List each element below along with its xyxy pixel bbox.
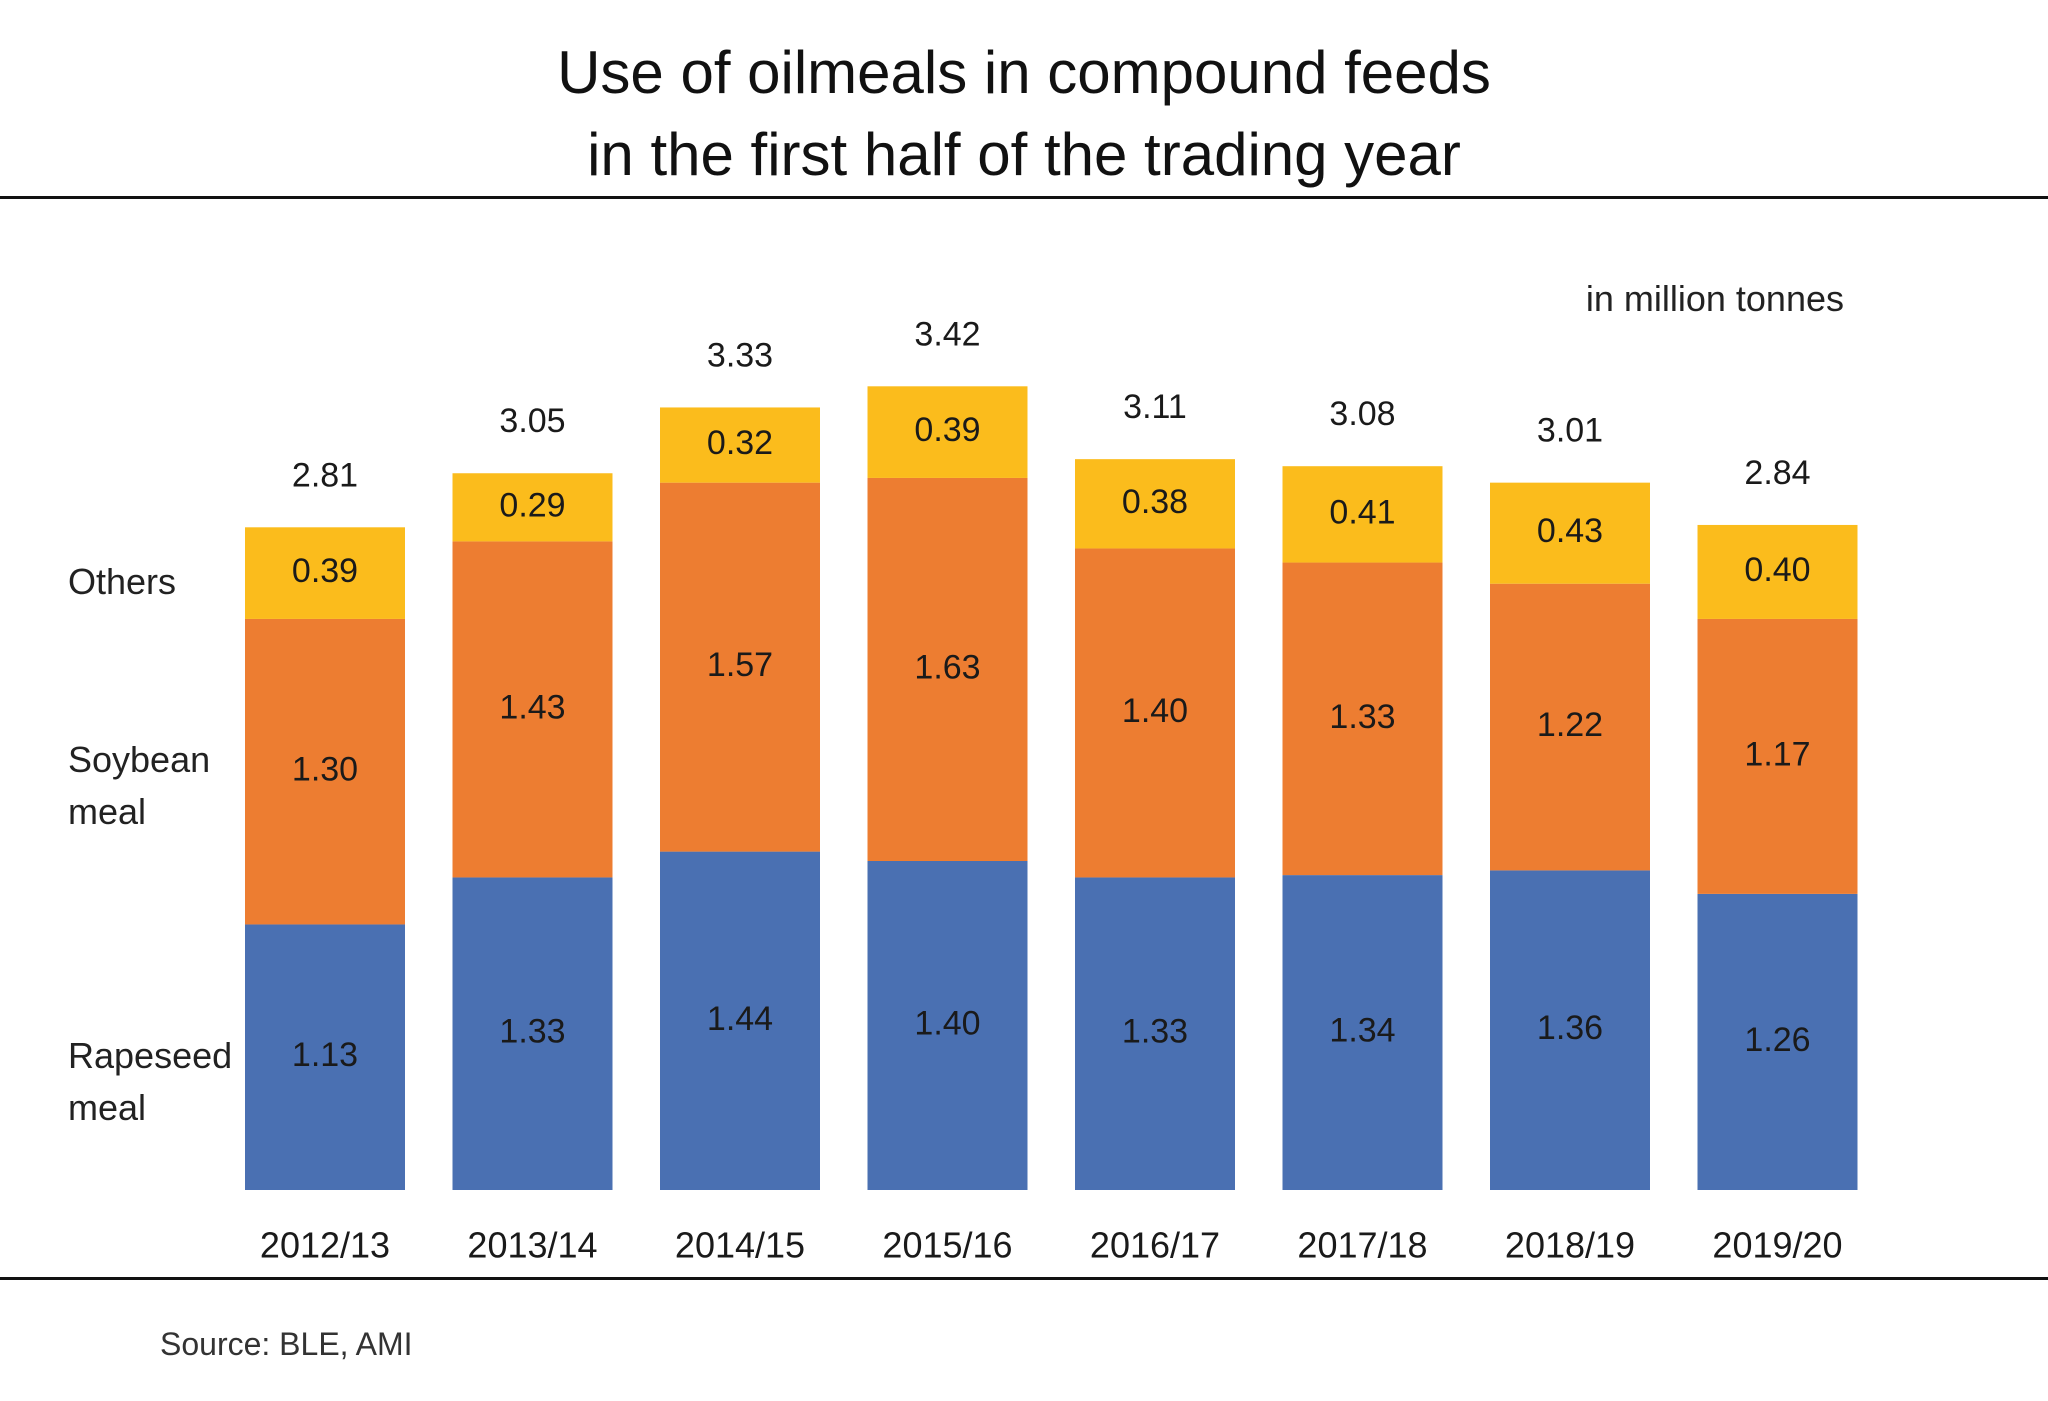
total-label-2016-17: 3.11: [1123, 388, 1187, 426]
bar-rapeseed-meal-2015-16: [867, 861, 1028, 1190]
bar-rapeseed-meal-2014-15: [660, 851, 820, 1190]
total-label-2017-18: 3.08: [1329, 395, 1395, 433]
data-label-rapeseed-meal-2012-13: 1.13: [292, 1036, 358, 1074]
data-label-soybean-meal-2013-14: 1.43: [499, 688, 565, 726]
bar-soybean-meal-2013-14: [452, 541, 613, 878]
bar-others-2012-13: [245, 527, 405, 619]
data-label-soybean-meal-2017-18: 1.33: [1329, 698, 1395, 736]
data-label-rapeseed-meal-2014-15: 1.44: [707, 1000, 773, 1038]
bar-soybean-meal-2015-16: [867, 477, 1028, 861]
chart-title-line-1: Use of oilmeals in compound feeds: [557, 39, 1491, 106]
data-label-soybean-meal-2015-16: 1.63: [914, 648, 980, 686]
bar-soybean-meal-2012-13: [245, 618, 405, 925]
x-tick-label-2013-14: 2013/14: [467, 1225, 597, 1266]
total-label-2018-19: 3.01: [1537, 412, 1603, 450]
bar-others-2016-17: [1075, 459, 1235, 549]
total-label-2019-20: 2.84: [1744, 454, 1810, 492]
x-tick-label-2014-15: 2014/15: [675, 1225, 805, 1266]
source-note: Source: BLE, AMI: [160, 1326, 413, 1362]
data-label-soybean-meal-2019-20: 1.17: [1744, 735, 1810, 773]
x-tick-label-2016-17: 2016/17: [1090, 1225, 1220, 1266]
x-tick-label-2017-18: 2017/18: [1297, 1225, 1427, 1266]
bottom-rule: [0, 1277, 2048, 1280]
bar-rapeseed-meal-2016-17: [1075, 877, 1235, 1190]
data-label-rapeseed-meal-2013-14: 1.33: [499, 1013, 565, 1051]
bar-others-2015-16: [867, 386, 1028, 478]
data-label-others-2018-19: 0.43: [1537, 512, 1603, 550]
bar-others-2019-20: [1697, 524, 1858, 619]
data-label-others-2019-20: 0.40: [1744, 551, 1810, 589]
data-label-rapeseed-meal-2016-17: 1.33: [1122, 1013, 1188, 1051]
top-rule: [0, 196, 2048, 199]
data-label-others-2014-15: 0.32: [707, 424, 773, 462]
data-label-rapeseed-meal-2015-16: 1.40: [914, 1004, 980, 1042]
data-label-rapeseed-meal-2017-18: 1.34: [1329, 1012, 1395, 1050]
x-tick-label-2015-16: 2015/16: [882, 1225, 1012, 1266]
series-label-others: Others: [68, 561, 177, 602]
data-label-soybean-meal-2016-17: 1.40: [1122, 692, 1188, 730]
bar-others-2014-15: [660, 407, 820, 483]
series-label-rapeseed: Rapeseed meal: [68, 1035, 233, 1128]
data-label-soybean-meal-2018-19: 1.22: [1537, 706, 1603, 744]
bar-soybean-meal-2014-15: [660, 482, 820, 852]
data-label-rapeseed-meal-2018-19: 1.36: [1537, 1009, 1603, 1047]
data-label-others-2016-17: 0.38: [1122, 483, 1188, 521]
bar-soybean-meal-2018-19: [1490, 583, 1650, 871]
total-label-2012-13: 2.81: [292, 456, 358, 494]
bar-others-2017-18: [1282, 466, 1443, 563]
data-label-others-2015-16: 0.39: [914, 411, 980, 449]
total-label-2014-15: 3.33: [707, 336, 773, 374]
data-label-others-2013-14: 0.29: [499, 486, 565, 524]
data-label-rapeseed-meal-2019-20: 1.26: [1744, 1021, 1810, 1059]
chart-title-line-2: in the first half of the trading year: [587, 121, 1461, 188]
bar-rapeseed-meal-2012-13: [245, 924, 405, 1190]
data-label-soybean-meal-2012-13: 1.30: [292, 751, 358, 789]
bar-rapeseed-meal-2017-18: [1282, 875, 1443, 1190]
bar-rapeseed-meal-2019-20: [1697, 893, 1858, 1190]
bar-rapeseed-meal-2018-19: [1490, 870, 1650, 1190]
bar-soybean-meal-2017-18: [1282, 562, 1443, 876]
total-label-2015-16: 3.42: [914, 315, 980, 353]
total-label-2013-14: 3.05: [499, 402, 565, 440]
unit-label: in million tonnes: [1585, 278, 1844, 319]
data-label-soybean-meal-2014-15: 1.57: [707, 646, 773, 684]
series-label-soybean: Soybean meal: [68, 739, 211, 832]
x-tick-label-2012-13: 2012/13: [260, 1225, 390, 1266]
bar-soybean-meal-2019-20: [1697, 618, 1858, 894]
bar-soybean-meal-2016-17: [1075, 548, 1235, 878]
data-label-others-2012-13: 0.39: [292, 552, 358, 590]
bar-others-2013-14: [452, 473, 613, 542]
bar-others-2018-19: [1490, 482, 1650, 584]
data-label-others-2017-18: 0.41: [1329, 493, 1395, 531]
x-tick-label-2019-20: 2019/20: [1712, 1225, 1842, 1266]
x-tick-label-2018-19: 2018/19: [1505, 1225, 1635, 1266]
bar-rapeseed-meal-2013-14: [452, 877, 613, 1190]
